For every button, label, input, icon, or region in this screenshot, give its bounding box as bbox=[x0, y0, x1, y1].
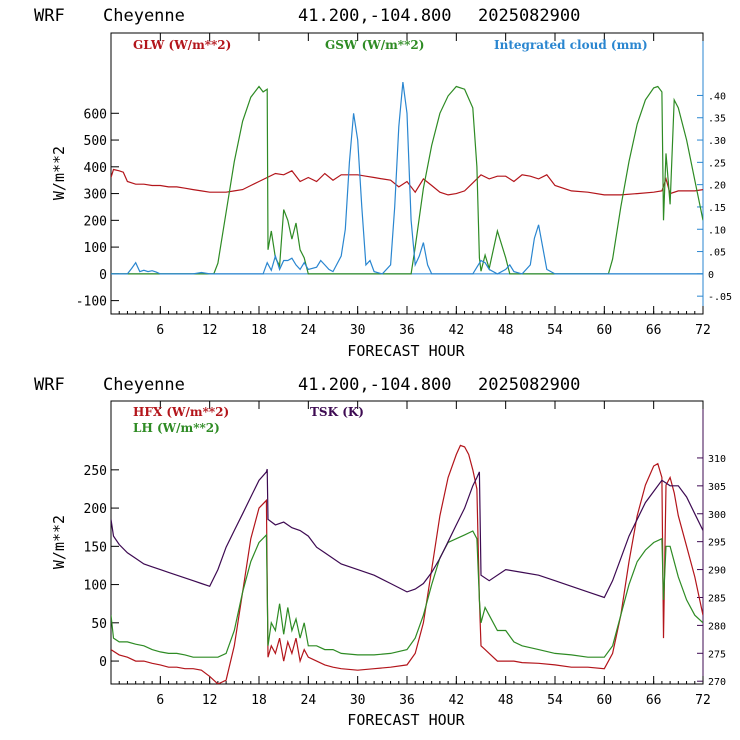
c2-y-tick-label: 100 bbox=[84, 579, 107, 594]
chart1-frame bbox=[110, 32, 704, 315]
chart1-legend-cloud: Integrated cloud (mm) bbox=[494, 38, 648, 52]
c2-y-tick-label: 250 bbox=[84, 464, 107, 479]
c1-x-tick-label: 54 bbox=[547, 323, 563, 338]
c2-x-tick-label: 60 bbox=[597, 693, 613, 708]
c2-y2-tick-label: 305 bbox=[708, 482, 726, 493]
c1-x-tick-label: 12 bbox=[202, 323, 218, 338]
chart2-legend-tsk: TSK (K) bbox=[310, 405, 364, 419]
chart2-header-model: WRF bbox=[34, 375, 65, 395]
chart2-legend-hfx: HFX (W/m**2) bbox=[133, 405, 229, 419]
c2-y2-tick-label: 280 bbox=[708, 621, 726, 632]
c1-y-tick-label: 300 bbox=[84, 188, 107, 203]
c2-y-tick-label: 150 bbox=[84, 540, 107, 555]
c1-x-tick-label: 18 bbox=[251, 323, 267, 338]
c2-x-tick-label: 6 bbox=[156, 693, 164, 708]
c2-series-line-3 bbox=[111, 468, 703, 599]
c1-x-tick-label: 24 bbox=[301, 323, 317, 338]
c2-y2-tick-label: 300 bbox=[708, 510, 726, 521]
c1-y2-tick-label: .40 bbox=[708, 91, 726, 102]
c2-x-tick-label: 72 bbox=[695, 693, 711, 708]
c1-y-tick-label: -100 bbox=[76, 295, 107, 310]
c1-y2-tick-label: .10 bbox=[708, 225, 726, 236]
c2-series-line-2 bbox=[111, 530, 703, 658]
chart1-header-model: WRF bbox=[34, 6, 65, 26]
chart1-radiation-panel: 6 12 18 24 30 36 42 48 54 60 66 72 -100 0 100 200 300 40… bbox=[50, 32, 732, 360]
c1-y-tick-label: 200 bbox=[84, 214, 107, 229]
c2-x-tick-label: 12 bbox=[202, 693, 218, 708]
chart1-y2-ticks: -.05 0 .05 .10 .15 .20 .25 .30 .35 .40 bbox=[697, 91, 732, 303]
c2-y-tick-label: 200 bbox=[84, 502, 107, 517]
chart2-header-date: 2025082900 bbox=[478, 375, 580, 395]
c2-x-tick-label: 48 bbox=[498, 693, 514, 708]
c2-y2-tick-label: 285 bbox=[708, 593, 726, 604]
chart2-x-axis-label: FORECAST HOUR bbox=[347, 711, 465, 729]
c2-x-tick-label: 30 bbox=[350, 693, 366, 708]
c2-y-tick-label: 50 bbox=[91, 617, 107, 632]
c1-x-tick-label: 48 bbox=[498, 323, 514, 338]
c1-series-line-2 bbox=[111, 85, 703, 275]
chart1-series-lines bbox=[111, 82, 703, 275]
c2-x-tick-label: 42 bbox=[449, 693, 465, 708]
chart2-y2-ticks: 270 275 280 285 290 295 300 305 310 bbox=[697, 454, 726, 688]
c1-series-line-3 bbox=[111, 82, 703, 275]
chart1-legend-gsw: GSW (W/m**2) bbox=[325, 38, 424, 52]
c1-x-tick-label: 42 bbox=[449, 323, 465, 338]
chart2-y-axis-label: W/m**2 bbox=[50, 515, 68, 569]
chart2-header-coords: 41.200,-104.800 bbox=[298, 375, 452, 395]
c1-y2-tick-label: .25 bbox=[708, 158, 726, 169]
chart2-flux-panel: 6 12 18 24 30 36 42 48 54 60 66 72 050100150200250 … bbox=[50, 400, 726, 729]
chart1-header-station: Cheyenne bbox=[103, 6, 185, 26]
c2-y2-tick-label: 290 bbox=[708, 566, 726, 577]
c1-y2-tick-label: .20 bbox=[708, 181, 726, 192]
chart2-y-ticks: 0 50 100 150 200 250 bbox=[84, 464, 119, 670]
c1-x-tick-label: 60 bbox=[597, 323, 613, 338]
c1-y-tick-label: 400 bbox=[84, 161, 107, 176]
chart2-series-lines bbox=[111, 444, 703, 684]
c2-y-tick-label: 0 bbox=[99, 655, 107, 670]
c1-y2-tick-label: .15 bbox=[708, 203, 726, 214]
c1-y2-tick-label: 0 bbox=[708, 270, 714, 281]
c1-y-tick-label: 600 bbox=[84, 107, 107, 122]
c1-x-tick-label: 30 bbox=[350, 323, 366, 338]
c1-x-tick-label: 66 bbox=[646, 323, 662, 338]
c1-y-tick-label: 100 bbox=[84, 241, 107, 256]
c2-series-line-1 bbox=[111, 444, 703, 684]
chart2-x-ticks: 6 12 18 24 30 36 42 48 54 60 66 72 bbox=[118, 401, 711, 708]
c1-y-tick-label: 0 bbox=[99, 268, 107, 283]
c2-x-tick-label: 24 bbox=[301, 693, 317, 708]
chart2-legend-lh: LH (W/m**2) bbox=[133, 421, 220, 435]
chart1-legend-glw: GLW (W/m**2) bbox=[133, 38, 231, 52]
c1-y2-tick-label: .05 bbox=[708, 248, 726, 259]
c2-x-tick-label: 54 bbox=[547, 693, 563, 708]
c1-y2-tick-label: .30 bbox=[708, 136, 726, 147]
c2-y2-tick-label: 295 bbox=[708, 538, 726, 549]
c2-x-tick-label: 66 bbox=[646, 693, 662, 708]
c1-x-tick-label: 36 bbox=[399, 323, 415, 338]
chart1-header-coords: 41.200,-104.800 bbox=[298, 6, 452, 26]
c1-x-tick-label: 72 bbox=[695, 323, 711, 338]
c1-x-tick-label: 6 bbox=[156, 323, 164, 338]
c2-x-tick-label: 36 bbox=[399, 693, 415, 708]
chart1-x-ticks: 6 12 18 24 30 36 42 48 54 60 66 72 bbox=[118, 33, 711, 338]
c1-y2-tick-label: .35 bbox=[708, 114, 726, 125]
c1-series-line-1 bbox=[111, 168, 703, 196]
chart1-x-axis-label: FORECAST HOUR bbox=[347, 342, 465, 360]
chart2-header-station: Cheyenne bbox=[103, 375, 185, 395]
c2-y2-tick-label: 275 bbox=[708, 649, 726, 660]
c1-y-tick-label: 500 bbox=[84, 134, 107, 149]
chart1-y-axis-label: W/m**2 bbox=[50, 146, 68, 200]
chart1-y-ticks: -100 0 100 200 300 400 500 600 bbox=[76, 107, 119, 310]
c2-y2-tick-label: 310 bbox=[708, 454, 726, 465]
c1-y2-tick-label: -.05 bbox=[708, 292, 732, 303]
c2-x-tick-label: 18 bbox=[251, 693, 267, 708]
chart1-header-date: 2025082900 bbox=[478, 6, 580, 26]
c2-y2-tick-label: 270 bbox=[708, 677, 726, 688]
